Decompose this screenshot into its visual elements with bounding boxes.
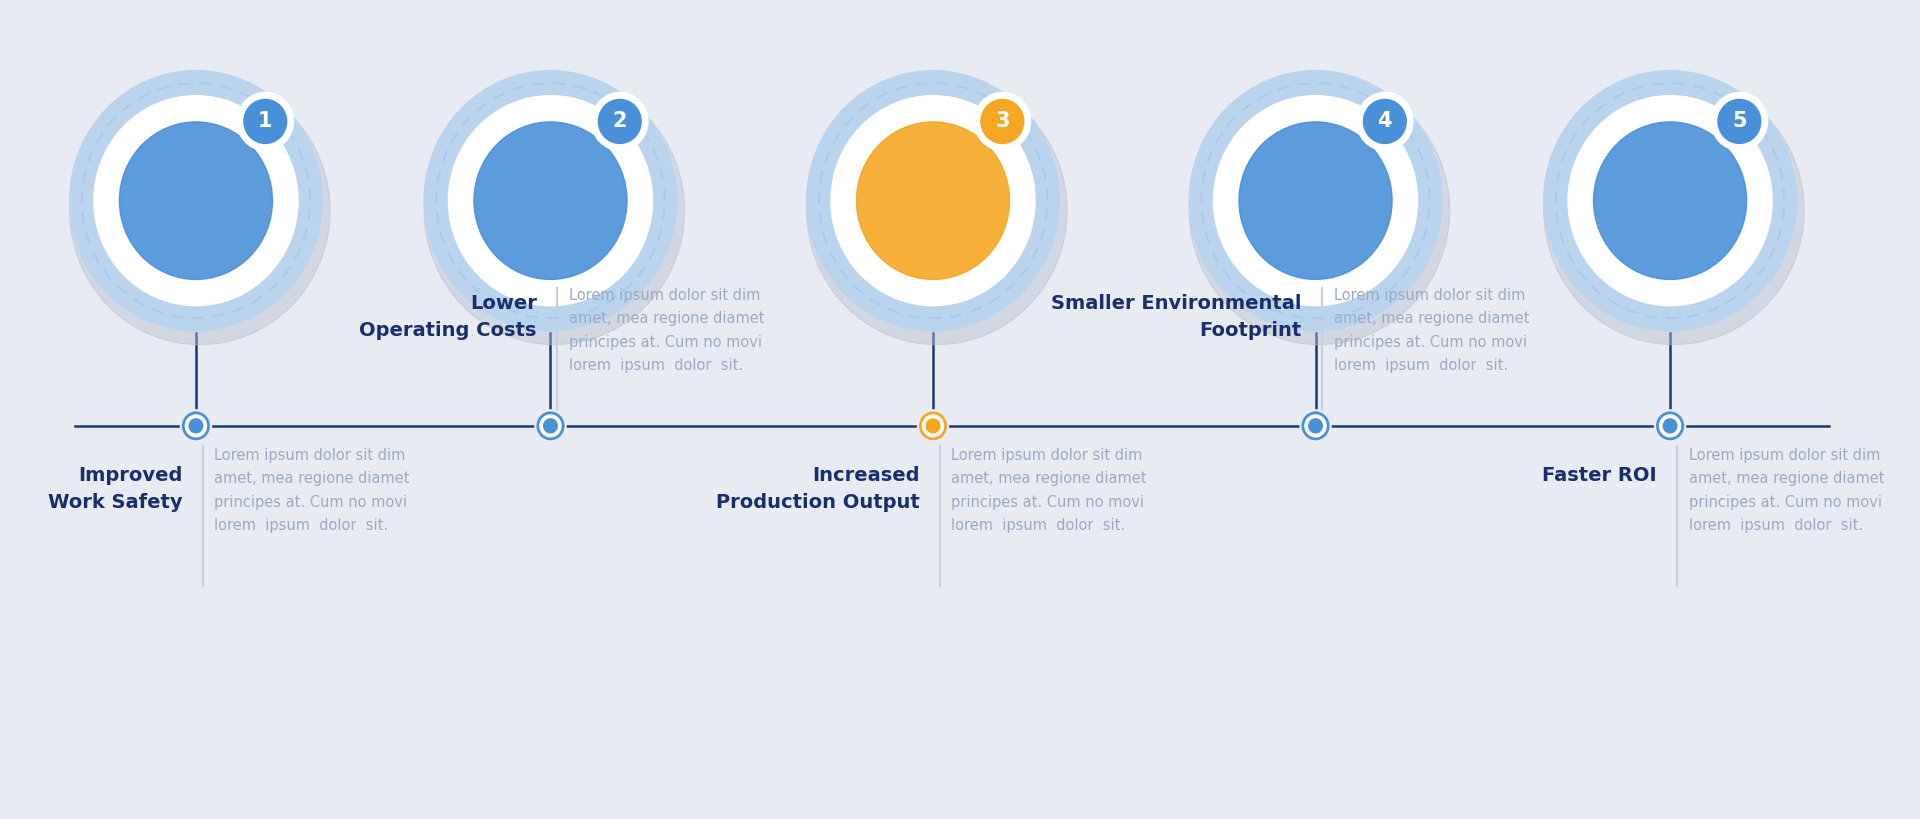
Text: Lorem ipsum dolor sit dim
amet, mea regione diamet
principes at. Cum no movi
lor: Lorem ipsum dolor sit dim amet, mea regi… [952,448,1146,533]
Text: Smaller Environmental
Footprint: Smaller Environmental Footprint [1052,294,1302,340]
Circle shape [1188,70,1442,331]
Text: 1: 1 [257,111,273,131]
Circle shape [94,96,298,305]
Circle shape [119,122,273,279]
Circle shape [1655,410,1686,442]
Circle shape [1663,419,1676,433]
Circle shape [180,410,211,442]
Circle shape [69,77,330,345]
Circle shape [1238,122,1392,279]
Text: 5: 5 [1732,111,1747,131]
Text: Faster ROI: Faster ROI [1542,466,1657,485]
Text: Lower
Operating Costs: Lower Operating Costs [359,294,538,340]
Text: Lorem ipsum dolor sit dim
amet, mea regione diamet
principes at. Cum no movi
lor: Lorem ipsum dolor sit dim amet, mea regi… [1334,288,1530,373]
Circle shape [424,70,678,331]
Circle shape [973,93,1031,151]
Circle shape [1594,122,1747,279]
Circle shape [1213,96,1417,305]
Circle shape [1657,413,1682,439]
Circle shape [831,96,1035,305]
Circle shape [543,419,557,433]
Circle shape [1544,70,1797,331]
Circle shape [856,122,1010,279]
Circle shape [806,70,1060,331]
Text: Lorem ipsum dolor sit dim
amet, mea regione diamet
principes at. Cum no movi
lor: Lorem ipsum dolor sit dim amet, mea regi… [1688,448,1884,533]
Text: Increased
Production Output: Increased Production Output [716,466,920,512]
Text: Improved
Work Safety: Improved Work Safety [48,466,182,512]
Circle shape [190,419,204,433]
Circle shape [1363,99,1405,143]
Circle shape [1309,419,1323,433]
Circle shape [1304,413,1329,439]
Circle shape [536,410,566,442]
Circle shape [981,99,1023,143]
Circle shape [925,419,939,433]
Circle shape [918,410,948,442]
Circle shape [449,96,653,305]
Circle shape [424,77,685,345]
Text: Lorem ipsum dolor sit dim
amet, mea regione diamet
principes at. Cum no movi
lor: Lorem ipsum dolor sit dim amet, mea regi… [568,288,764,373]
Circle shape [182,413,209,439]
Circle shape [1544,77,1805,345]
Circle shape [1188,77,1450,345]
Circle shape [1569,96,1772,305]
Circle shape [1300,410,1331,442]
Circle shape [1718,99,1761,143]
Circle shape [1357,93,1413,151]
Circle shape [236,93,294,151]
Circle shape [69,70,323,331]
Circle shape [474,122,628,279]
Circle shape [920,413,947,439]
Text: Lorem ipsum dolor sit dim
amet, mea regione diamet
principes at. Cum no movi
lor: Lorem ipsum dolor sit dim amet, mea regi… [215,448,409,533]
Circle shape [591,93,647,151]
Text: 4: 4 [1379,111,1392,131]
Circle shape [599,99,641,143]
Text: 3: 3 [995,111,1010,131]
Circle shape [1711,93,1768,151]
Circle shape [244,99,286,143]
Circle shape [538,413,563,439]
Circle shape [806,77,1068,345]
Text: 2: 2 [612,111,628,131]
